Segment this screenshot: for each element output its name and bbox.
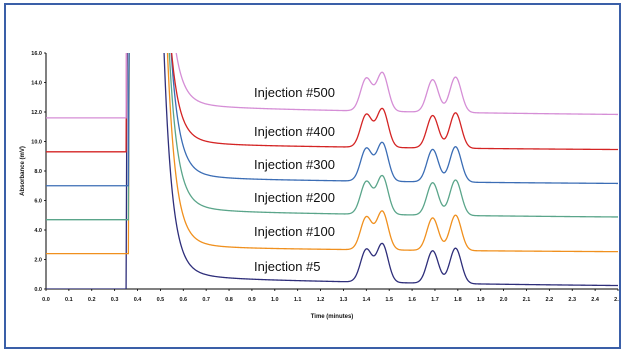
x-tick-label: 0.8 — [225, 297, 233, 303]
series-line — [46, 53, 618, 187]
x-tick-label: 0.5 — [157, 297, 165, 303]
x-tick-label: 2.1 — [523, 297, 531, 303]
x-tick-label: 2.2 — [546, 297, 554, 303]
x-tick-label: 1.4 — [362, 297, 371, 303]
injection-label: Injection #5 — [254, 259, 321, 274]
tick-labels: 0.0 0.1 0.2 0.3 0.4 0.5 0.6 0.7 0.8 0.9 1.0 1.1 1.2 1… — [31, 51, 619, 303]
x-tick-label: 0.2 — [88, 297, 96, 303]
series-line — [46, 53, 618, 255]
x-tick-label: 0.3 — [111, 297, 119, 303]
x-tick-label: 1.1 — [294, 297, 302, 303]
series-line — [46, 53, 618, 221]
y-tick-label: 8.0 — [34, 169, 42, 175]
chromatogram-chart: 0.0 0.1 0.2 0.3 0.4 0.5 0.6 0.7 0.8 0.9 1.0 1.1 1.2 1… — [20, 51, 619, 320]
x-tick-label: 0.6 — [179, 297, 187, 303]
y-tick-label: 16.0 — [31, 51, 42, 57]
x-tick-label: 1.5 — [385, 297, 393, 303]
x-tick-label: 2.5 — [614, 297, 619, 303]
x-tick-label: 1.9 — [477, 297, 485, 303]
x-tick-label: 0.9 — [248, 297, 256, 303]
y-tick-label: 14.0 — [31, 81, 42, 87]
injection-label: Injection #300 — [254, 157, 335, 172]
injection-label: Injection #100 — [254, 224, 335, 239]
y-tick-label: 2.0 — [34, 258, 42, 264]
injection-label: Injection #500 — [254, 85, 335, 100]
x-tick-label: 2.3 — [568, 297, 576, 303]
x-tick-label: 0.4 — [134, 297, 143, 303]
injection-label: Injection #200 — [254, 190, 335, 205]
annotations: Injection #500 Injection #400 Injection #3… — [254, 85, 335, 274]
x-tick-label: 1.2 — [317, 297, 325, 303]
x-tick-label: 2.4 — [591, 297, 600, 303]
y-axis-title: Absorbance (mV) — [20, 146, 26, 196]
x-tick-label: 0.0 — [42, 297, 50, 303]
x-tick-label: 1.0 — [271, 297, 279, 303]
series-line — [46, 53, 618, 289]
x-tick-label: 1.8 — [454, 297, 462, 303]
x-tick-label: 1.7 — [431, 297, 439, 303]
injection-label: Injection #400 — [254, 124, 335, 139]
chart-frame: 0.0 0.1 0.2 0.3 0.4 0.5 0.6 0.7 0.8 0.9 1.0 1.1 1.2 1… — [4, 3, 621, 349]
axes — [44, 52, 619, 291]
series-line — [46, 53, 618, 153]
x-tick-label: 2.0 — [500, 297, 508, 303]
series-line — [46, 53, 618, 119]
y-tick-label: 0.0 — [34, 287, 42, 293]
y-tick-label: 10.0 — [31, 140, 42, 146]
x-tick-label: 0.7 — [202, 297, 210, 303]
series-lines — [46, 53, 618, 289]
x-tick-label: 1.6 — [408, 297, 416, 303]
x-axis-title: Time (minutes) — [311, 314, 354, 320]
x-tick-label: 1.3 — [340, 297, 348, 303]
y-tick-label: 4.0 — [34, 228, 42, 234]
y-tick-label: 12.0 — [31, 110, 42, 116]
x-tick-label: 0.1 — [65, 297, 73, 303]
y-tick-label: 6.0 — [34, 199, 42, 205]
